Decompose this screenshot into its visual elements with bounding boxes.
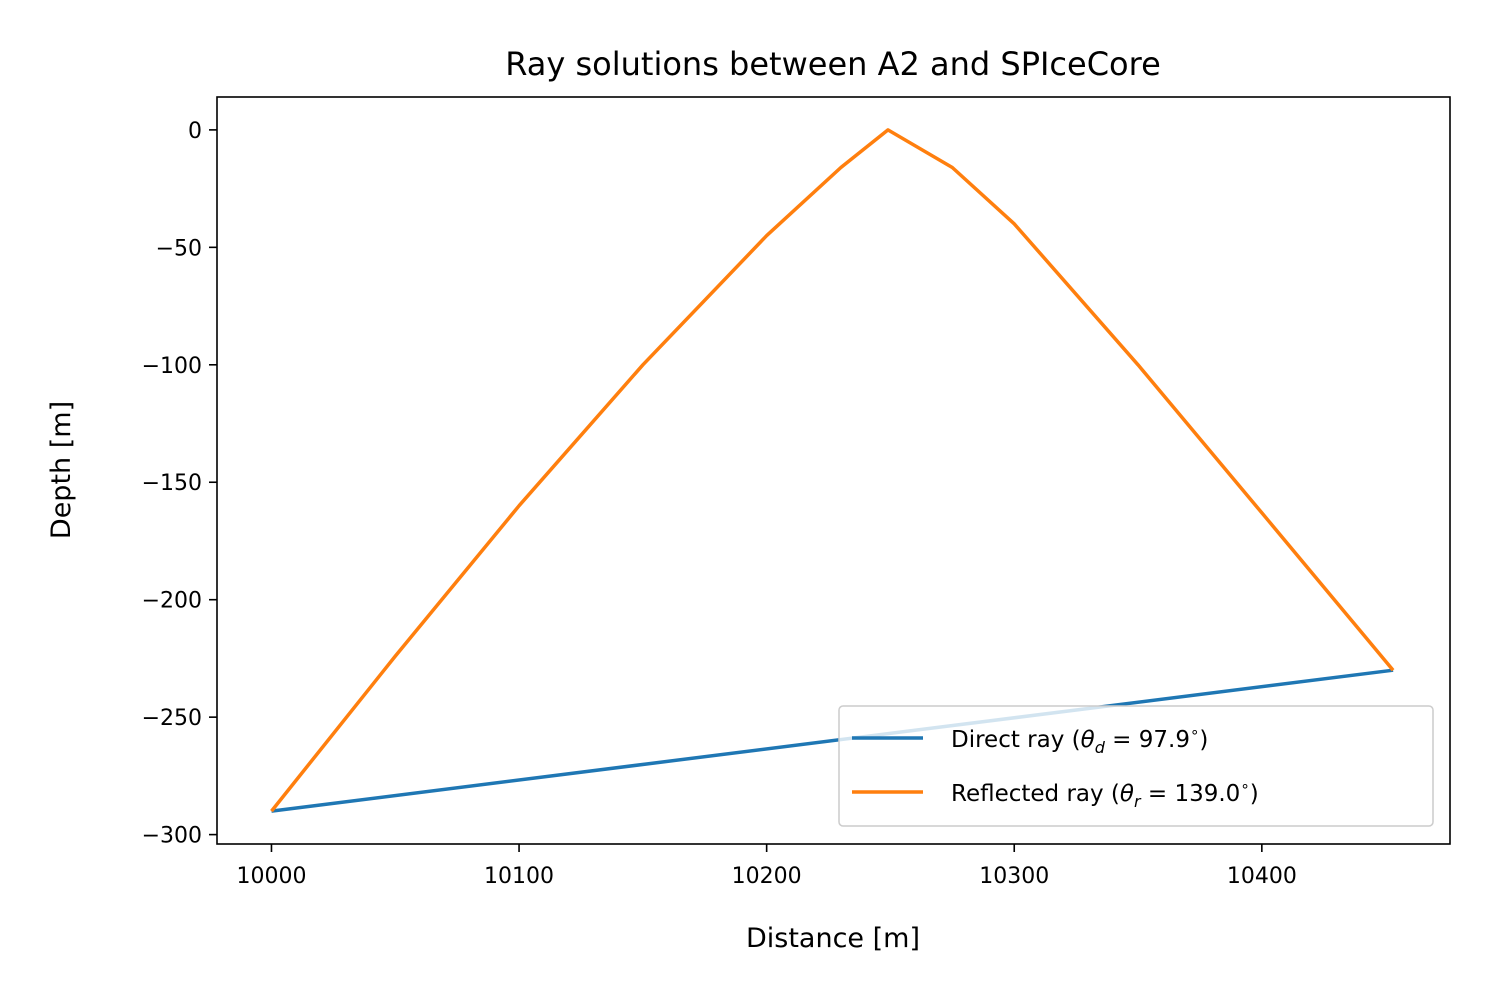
series-line-direct-ray bbox=[271, 668, 1394, 813]
y-tick-label: 0 bbox=[188, 119, 202, 144]
chart-title: Ray solutions between A2 and SPIceCore bbox=[505, 45, 1161, 83]
x-tick-label: 10400 bbox=[1227, 864, 1297, 889]
y-axis: 0 −50 −100 −150 −200 −250 −300 bbox=[142, 119, 217, 849]
x-tick-label: 10000 bbox=[236, 864, 306, 889]
y-tick-label: −50 bbox=[156, 236, 202, 261]
x-tick-label: 10300 bbox=[979, 864, 1049, 889]
x-axis: 10000 10100 10200 10300 10400 bbox=[236, 844, 1297, 889]
series-line-reflected-ray bbox=[270, 128, 1395, 813]
y-tick-label: −150 bbox=[142, 471, 202, 496]
legend-box bbox=[838, 705, 1434, 827]
x-tick-label: 10100 bbox=[484, 864, 554, 889]
y-tick-label: −200 bbox=[142, 589, 202, 614]
y-tick-label: −250 bbox=[142, 706, 202, 731]
plot-frame bbox=[216, 96, 1451, 845]
legend-label: Reflected ray (θr = 139.0∘) bbox=[951, 777, 1259, 811]
x-tick-label: 10200 bbox=[732, 864, 802, 889]
y-tick-label: −300 bbox=[142, 824, 202, 849]
y-axis-title: Depth [m] bbox=[46, 401, 77, 539]
x-axis-title: Distance [m] bbox=[746, 923, 920, 954]
y-tick-label: −100 bbox=[142, 354, 202, 379]
series-layer bbox=[270, 128, 1395, 813]
legend: Direct ray (θd = 97.9∘) Reflected ray (θr… bbox=[838, 705, 1434, 827]
legend-label: Direct ray (θd = 97.9∘) bbox=[951, 723, 1208, 757]
